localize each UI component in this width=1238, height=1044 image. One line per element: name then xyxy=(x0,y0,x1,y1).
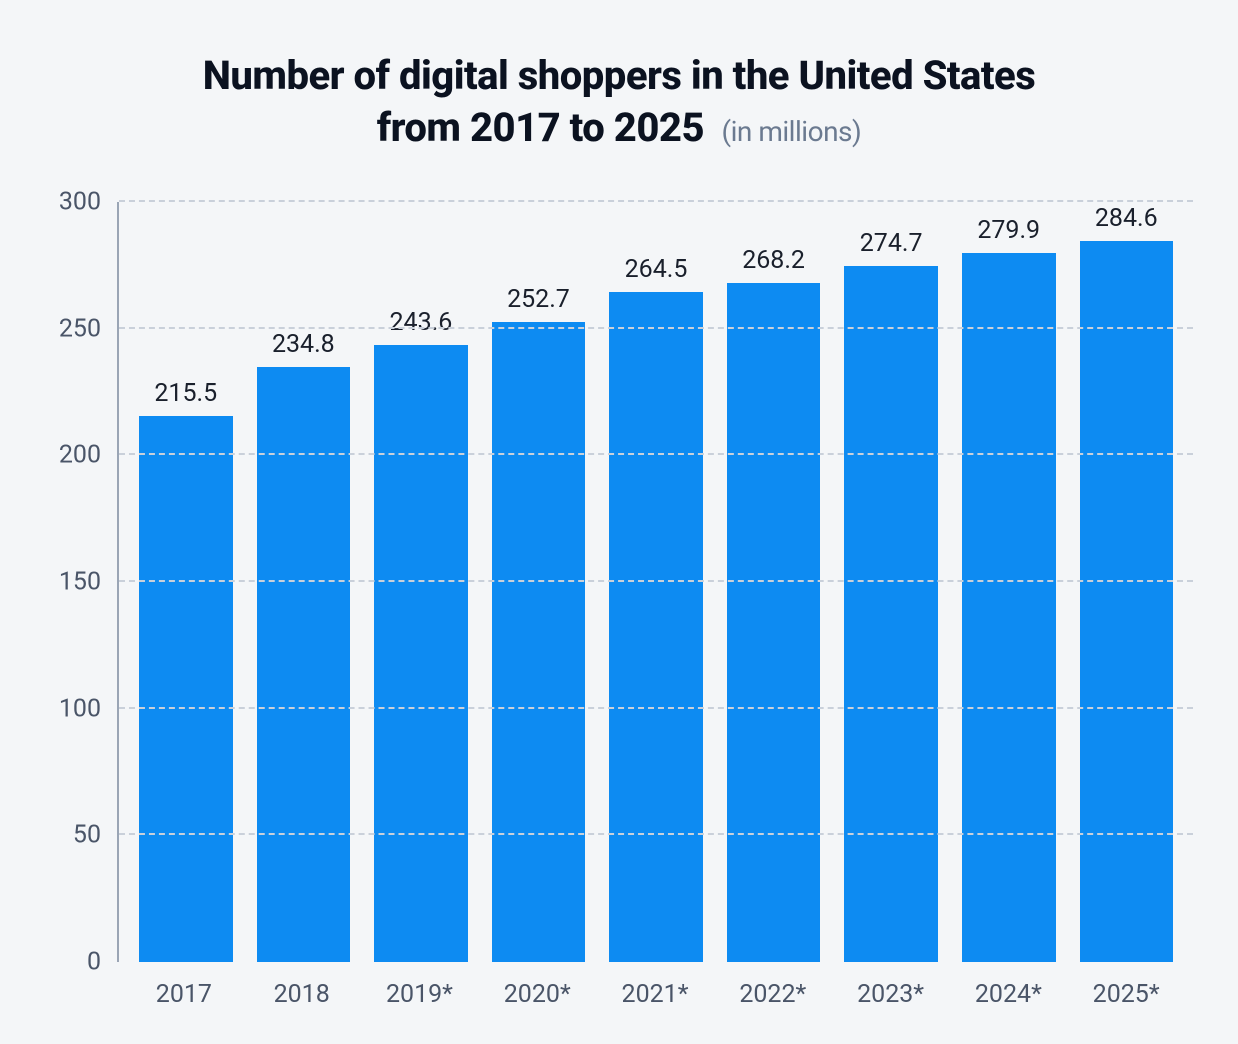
bar-slot: 279.9 xyxy=(950,202,1068,962)
bar-value-label: 264.5 xyxy=(625,255,688,284)
bar-slot: 268.2 xyxy=(715,202,833,962)
y-tick-label: 200 xyxy=(59,441,101,470)
x-tick-label: 2017 xyxy=(125,980,243,1009)
x-tick-label: 2022* xyxy=(714,980,832,1009)
y-tick-label: 250 xyxy=(59,314,101,343)
chart-title-line1: Number of digital shoppers in the United… xyxy=(45,50,1193,102)
bar-value-label: 234.8 xyxy=(272,330,335,359)
bar-slot: 284.6 xyxy=(1068,202,1186,962)
bar-slot: 215.5 xyxy=(127,202,245,962)
gridline xyxy=(119,580,1193,582)
chart-title-line2: from 2017 to 2025 xyxy=(377,104,704,151)
bar-slot: 243.6 xyxy=(362,202,480,962)
bars-container: 215.5 234.8 243.6 252.7 264.5 268.2 274.7 279.9… xyxy=(119,202,1193,962)
bar-rect xyxy=(1080,241,1174,962)
bar-rect xyxy=(962,253,1056,962)
bar-value-label: 243.6 xyxy=(390,308,453,337)
x-tick-label: 2023* xyxy=(832,980,950,1009)
bar-rect xyxy=(609,292,703,962)
chart-container: Number of digital shoppers in the United… xyxy=(0,0,1238,1044)
x-tick-label: 2018 xyxy=(243,980,361,1009)
x-tick-label: 2019* xyxy=(361,980,479,1009)
gridline xyxy=(119,833,1193,835)
y-tick-label: 100 xyxy=(59,694,101,723)
chart-title-line2-wrap: from 2017 to 2025 (in millions) xyxy=(45,102,1193,154)
x-tick-label: 2021* xyxy=(596,980,714,1009)
x-tick-label: 2024* xyxy=(949,980,1067,1009)
x-tick-label: 2025* xyxy=(1067,980,1185,1009)
plot-area: 215.5 234.8 243.6 252.7 264.5 268.2 274.7 279.9… xyxy=(117,202,1193,962)
y-axis: 050100150200250300 xyxy=(45,202,117,962)
bar-slot: 234.8 xyxy=(245,202,363,962)
bar-value-label: 279.9 xyxy=(977,216,1040,245)
bar-value-label: 268.2 xyxy=(742,246,805,275)
x-tick-label: 2020* xyxy=(478,980,596,1009)
bar-rect xyxy=(139,416,233,962)
bar-slot: 264.5 xyxy=(597,202,715,962)
bar-rect xyxy=(257,367,351,962)
y-tick-label: 300 xyxy=(59,188,101,217)
gridline xyxy=(119,453,1193,455)
bar-slot: 274.7 xyxy=(832,202,950,962)
bar-slot: 252.7 xyxy=(480,202,598,962)
bar-value-label: 252.7 xyxy=(507,285,570,314)
bar-rect xyxy=(844,266,938,962)
bar-value-label: 284.6 xyxy=(1095,204,1158,233)
bar-value-label: 274.7 xyxy=(860,229,923,258)
gridline xyxy=(119,707,1193,709)
y-tick-label: 50 xyxy=(73,821,101,850)
gridline xyxy=(119,327,1193,329)
y-tick-label: 0 xyxy=(87,948,101,977)
chart-title-block: Number of digital shoppers in the United… xyxy=(45,50,1193,154)
gridline xyxy=(119,200,1193,202)
y-tick-label: 150 xyxy=(59,568,101,597)
bar-value-label: 215.5 xyxy=(154,379,217,408)
bar-rect xyxy=(492,322,586,962)
chart-area: 050100150200250300 215.5234.8243.6252.72… xyxy=(45,202,1193,962)
bar-rect xyxy=(374,345,468,962)
x-axis: 201720182019*2020*2021*2022*2023*2024*20… xyxy=(117,980,1193,1009)
bar-rect xyxy=(727,283,821,962)
chart-title-suffix: (in millions) xyxy=(722,115,862,148)
